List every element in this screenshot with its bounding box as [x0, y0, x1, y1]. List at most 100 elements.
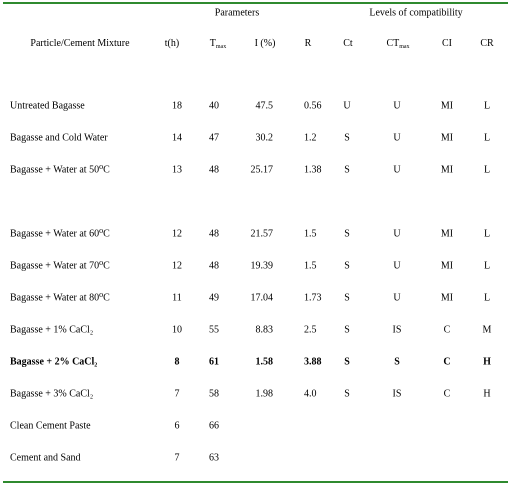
column-header-sub: max: [216, 44, 226, 50]
cell: 12: [172, 228, 182, 239]
column-header-text: I (%): [255, 38, 276, 49]
cell: U: [393, 292, 401, 303]
cell: H: [483, 388, 490, 399]
column-header-text: T: [210, 38, 216, 49]
cell: MI: [441, 100, 453, 111]
cell: 11: [172, 292, 182, 303]
column-header-text: Particle/Cement Mixture: [30, 38, 130, 49]
cell: L: [484, 164, 490, 175]
cell: 1.98: [256, 388, 274, 399]
cell: MI: [441, 292, 453, 303]
cell: 18: [172, 100, 182, 111]
cell: 2.5: [304, 324, 317, 335]
cell: S: [344, 132, 350, 143]
cell: 1.5: [304, 228, 317, 239]
cell: C: [444, 324, 451, 335]
row-label: Clean Cement Paste: [10, 420, 91, 431]
cell: 25.17: [251, 164, 274, 175]
cell: 47.5: [256, 100, 274, 111]
cell: 14: [172, 132, 182, 143]
cell: 8.83: [256, 324, 274, 335]
cell: 47: [209, 132, 219, 143]
cell: 4.0: [304, 388, 317, 399]
group-header: Levels of compatibility: [369, 7, 462, 18]
cell: 21.57: [251, 228, 274, 239]
cell: 7: [175, 388, 180, 399]
cell: MI: [441, 228, 453, 239]
cell: 61: [209, 356, 219, 367]
row-label: Bagasse + Water at 70⁰C: [10, 260, 110, 271]
cell: IS: [393, 388, 402, 399]
cell: IS: [393, 324, 402, 335]
row-label: Bagasse + Water at 50⁰C: [10, 164, 110, 175]
column-header-text: CI: [442, 38, 452, 49]
cell: S: [344, 388, 350, 399]
cell: U: [343, 100, 351, 111]
column-header-text: t(h): [165, 38, 179, 49]
cell: MI: [441, 260, 453, 271]
column-header-text: R: [305, 38, 312, 49]
cell: U: [393, 164, 401, 175]
cell: 17.04: [251, 292, 274, 303]
cell: C: [444, 388, 451, 399]
row-label: Bagasse + 3% CaCl₂: [10, 388, 93, 399]
cell: S: [344, 356, 350, 367]
row-label: Bagasse + Water at 60⁰C: [10, 228, 110, 239]
cell: 1.73: [304, 292, 322, 303]
column-header-text: CT: [386, 38, 399, 49]
column-header-sub: max: [399, 44, 409, 50]
cell: S: [344, 260, 350, 271]
cell: S: [344, 324, 350, 335]
cell: H: [483, 356, 491, 367]
column-header-text: CR: [480, 38, 494, 49]
row-label: Bagasse + 1% CaCl₂: [10, 324, 93, 335]
column-header: Particle/Cement Mixture: [30, 38, 130, 49]
cell: L: [484, 228, 490, 239]
cell: L: [484, 100, 490, 111]
column-header-text: Ct: [343, 38, 353, 49]
cell: 13: [172, 164, 182, 175]
cell: 8: [175, 356, 180, 367]
column-header: R: [305, 38, 312, 49]
cell: 30.2: [256, 132, 274, 143]
cell: 40: [209, 100, 219, 111]
row-label: Cement and Sand: [10, 452, 81, 463]
row-label: Bagasse + 2% CaCl₂: [10, 356, 97, 367]
column-header: Tmax: [210, 38, 226, 50]
cell: 48: [209, 260, 219, 271]
cell: U: [393, 228, 401, 239]
cell: U: [393, 260, 401, 271]
cell: 49: [209, 292, 219, 303]
cell: MI: [441, 132, 453, 143]
column-header: CR: [480, 38, 494, 49]
column-header: t(h): [165, 38, 179, 49]
column-header: I (%): [255, 38, 276, 49]
cell: U: [393, 100, 401, 111]
cell: 48: [209, 228, 219, 239]
row-label: Bagasse + Water at 80⁰C: [10, 292, 110, 303]
row-label: Untreated Bagasse: [10, 100, 85, 111]
cell: 58: [209, 388, 219, 399]
cell: 6: [175, 420, 180, 431]
cell: 66: [209, 420, 219, 431]
cell: L: [484, 260, 490, 271]
cell: MI: [441, 164, 453, 175]
cell: U: [393, 132, 401, 143]
cell: 19.39: [251, 260, 274, 271]
cell: M: [483, 324, 492, 335]
cell: 1.58: [256, 356, 274, 367]
cell: C: [443, 356, 450, 367]
cell: 63: [209, 452, 219, 463]
row-label: Bagasse and Cold Water: [10, 132, 108, 143]
column-header: CI: [442, 38, 452, 49]
cell: S: [394, 356, 400, 367]
cell: 3.88: [304, 356, 322, 367]
cell: 55: [209, 324, 219, 335]
cell: 0.56: [304, 100, 322, 111]
group-header: Parameters: [215, 7, 260, 18]
cell: 48: [209, 164, 219, 175]
cell: L: [484, 292, 490, 303]
column-header: Ct: [343, 38, 353, 49]
cell: 12: [172, 260, 182, 271]
